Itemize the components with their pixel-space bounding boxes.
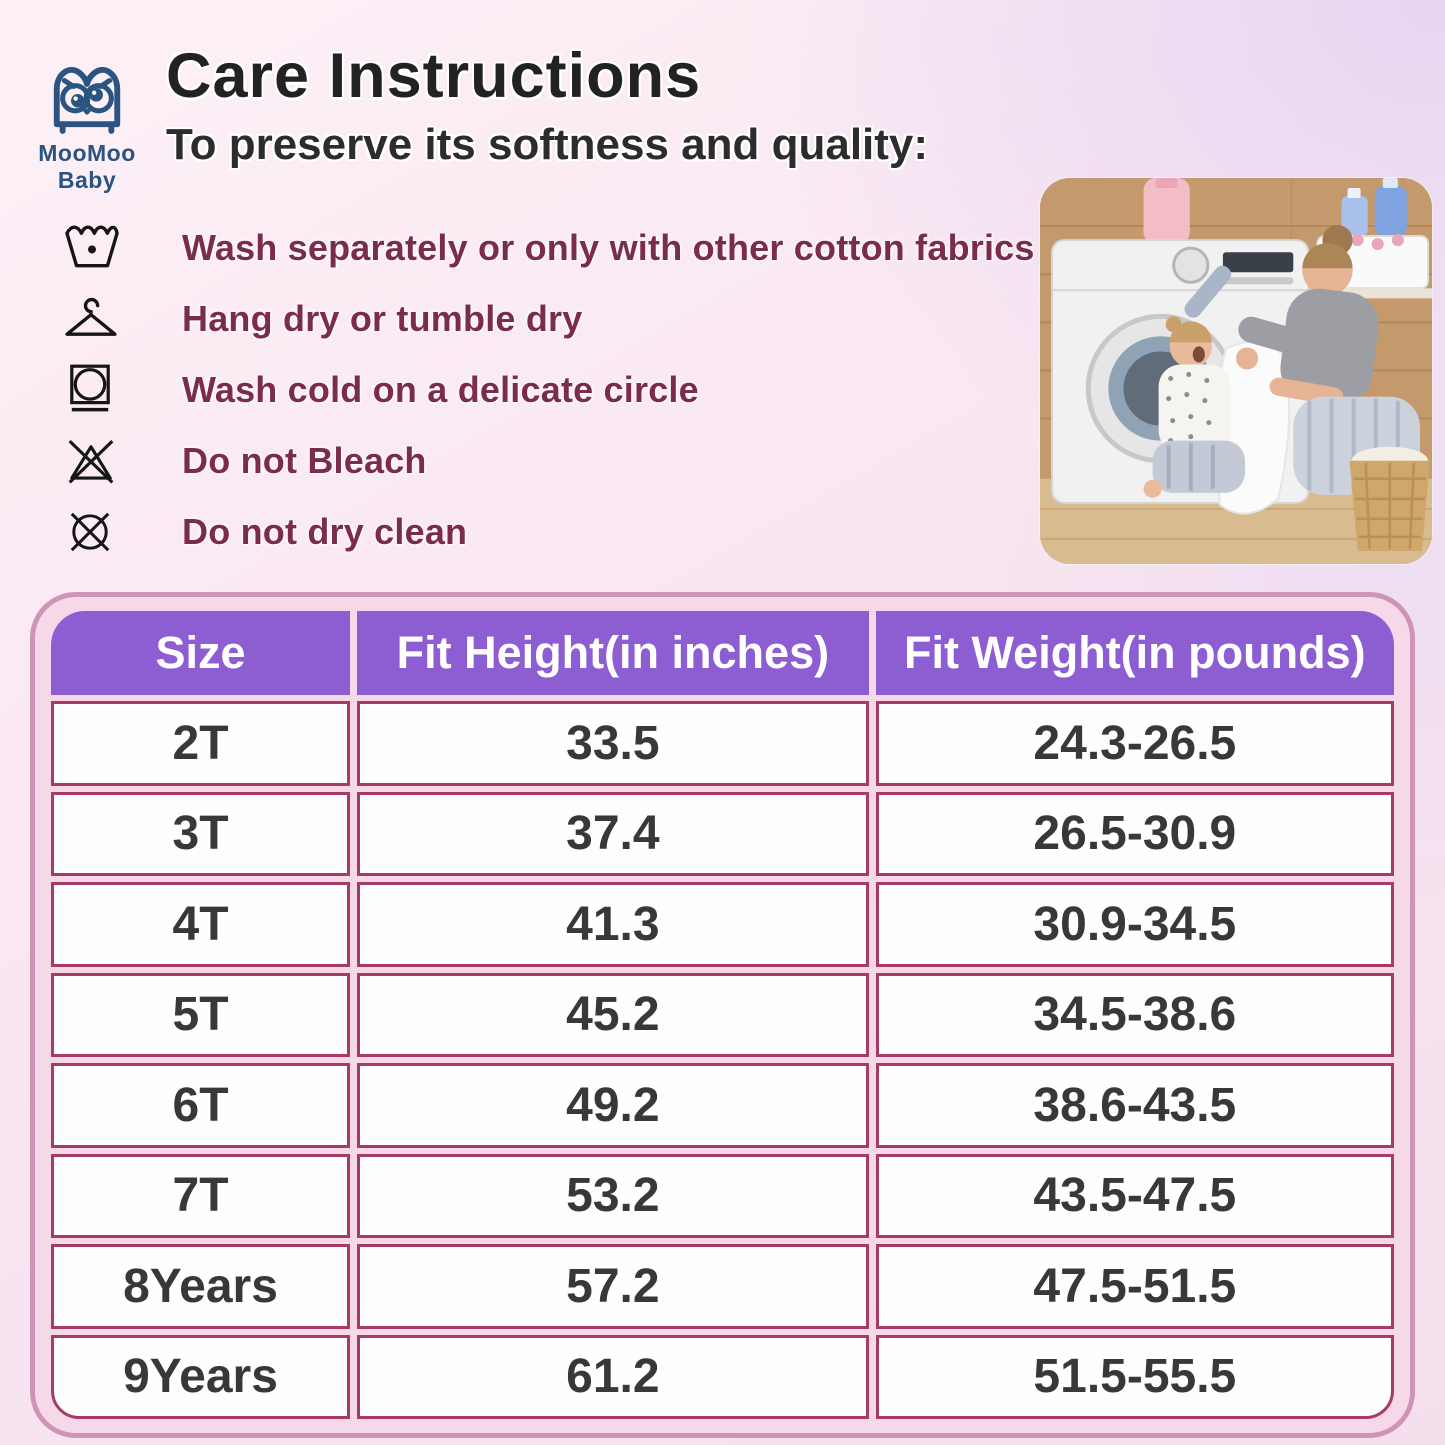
care-item: Do not Bleach — [62, 425, 1052, 496]
care-list: Wash separately or only with other cotto… — [62, 212, 1052, 567]
table-cell-height: 37.4 — [357, 791, 869, 876]
table-cell-size: 3T — [51, 791, 351, 876]
table-cell-weight: 34.5-38.6 — [875, 972, 1394, 1057]
table-row: 6T 49.2 38.6-43.5 — [51, 1063, 1394, 1148]
care-text: Wash separately or only with other cotto… — [182, 226, 1035, 268]
care-item: Hang dry or tumble dry — [62, 283, 1052, 354]
table-row: 3T 37.4 26.5-30.9 — [51, 791, 1394, 876]
hanger-icon — [62, 294, 182, 344]
size-table-container: Size Fit Height(in inches) Fit Weight(in… — [30, 592, 1415, 1438]
table-row: 5T 45.2 34.5-38.6 — [51, 972, 1394, 1057]
owl-icon — [53, 67, 121, 134]
laundry-photo-illustration — [1040, 178, 1432, 564]
table-header-weight: Fit Weight(in pounds) — [875, 611, 1394, 695]
table-cell-height: 61.2 — [357, 1334, 869, 1419]
table-cell-height: 53.2 — [357, 1153, 869, 1238]
table-cell-size: 7T — [51, 1153, 351, 1238]
care-text: Do not Bleach — [182, 439, 427, 481]
table-cell-size: 8Years — [51, 1244, 351, 1329]
title-block: Care Instructions To preserve its softne… — [166, 40, 928, 170]
table-row: 8Years 57.2 47.5-51.5 — [51, 1244, 1394, 1329]
table-cell-height: 33.5 — [357, 701, 869, 786]
care-item: Wash separately or only with other cotto… — [62, 212, 1052, 283]
table-cell-weight: 47.5-51.5 — [875, 1244, 1394, 1329]
care-text: Do not dry clean — [182, 510, 468, 552]
table-cell-height: 41.3 — [357, 882, 869, 967]
table-cell-weight: 30.9-34.5 — [875, 882, 1394, 967]
table-header-row: Size Fit Height(in inches) Fit Weight(in… — [51, 611, 1394, 695]
size-table: Size Fit Height(in inches) Fit Weight(in… — [44, 605, 1401, 1425]
table-cell-weight: 38.6-43.5 — [875, 1063, 1394, 1148]
page-title: Care Instructions — [166, 41, 702, 111]
table-cell-size: 6T — [51, 1063, 351, 1148]
table-cell-size: 9Years — [51, 1334, 351, 1419]
table-row: 7T 53.2 43.5-47.5 — [51, 1153, 1394, 1238]
table-row: 9Years 61.2 51.5-55.5 — [51, 1334, 1394, 1419]
page-subtitle: To preserve its softness and quality: — [166, 120, 929, 169]
table-header-size: Size — [51, 611, 351, 695]
table-cell-size: 2T — [51, 701, 351, 786]
table-cell-height: 45.2 — [357, 972, 869, 1057]
care-text: Hang dry or tumble dry — [182, 297, 583, 339]
table-cell-weight: 51.5-55.5 — [875, 1334, 1394, 1419]
table-cell-height: 57.2 — [357, 1244, 869, 1329]
table-cell-weight: 26.5-30.9 — [875, 791, 1394, 876]
care-item: Wash cold on a delicate circle — [62, 354, 1052, 425]
table-cell-weight: 43.5-47.5 — [875, 1153, 1394, 1238]
do-not-dry-clean-icon — [62, 505, 182, 559]
wash-tub-icon — [62, 220, 182, 276]
table-row: 2T 33.5 24.3-26.5 — [51, 701, 1394, 786]
table-cell-size: 4T — [51, 882, 351, 967]
brand-logo: MooMoo Baby — [12, 52, 162, 194]
table-cell-weight: 24.3-26.5 — [875, 701, 1394, 786]
table-header-height: Fit Height(in inches) — [357, 611, 869, 695]
brand-name: MooMoo Baby — [38, 140, 136, 193]
do-not-bleach-icon — [62, 434, 182, 488]
delicate-cycle-icon — [62, 362, 182, 418]
table-cell-size: 5T — [51, 972, 351, 1057]
table-row: 4T 41.3 30.9-34.5 — [51, 882, 1394, 967]
laundry-photo — [1040, 178, 1432, 564]
table-cell-height: 49.2 — [357, 1063, 869, 1148]
care-text: Wash cold on a delicate circle — [182, 368, 699, 410]
care-item: Do not dry clean — [62, 496, 1052, 567]
